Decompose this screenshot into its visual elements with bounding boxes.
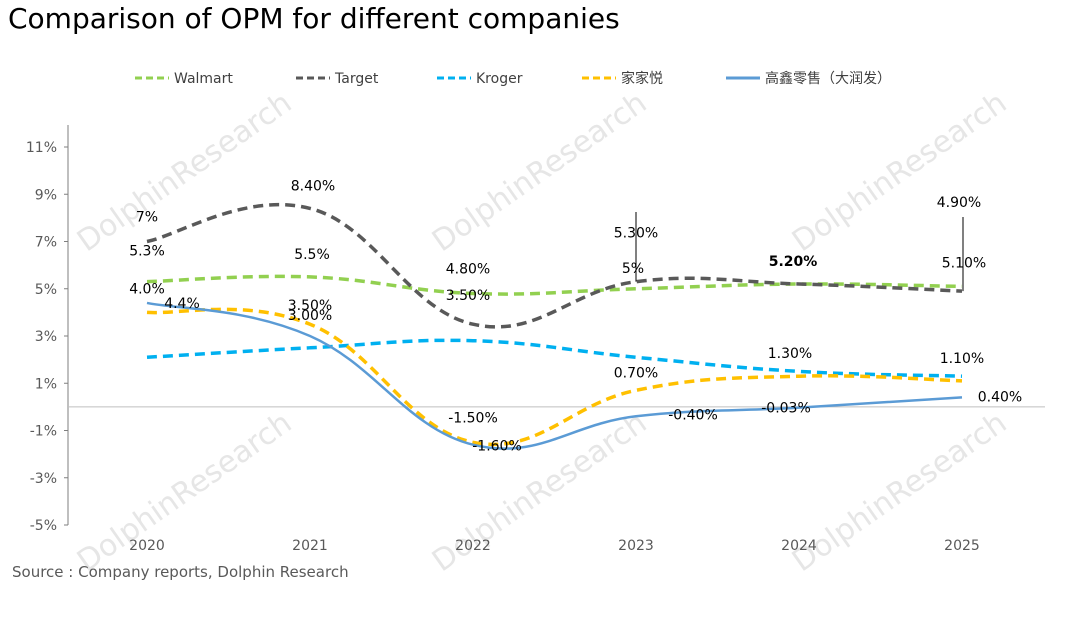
series-line-2 [146,338,963,378]
series-line-4 [146,301,963,450]
y-tick-label: 3% [35,329,57,345]
legend-label: 高鑫零售（大润发） [765,70,891,87]
legend: Walmart Target Kroger 家家悦 高鑫零售（大润发） [135,70,891,87]
data-label: 3.50% [288,298,332,314]
data-label: 5.5% [294,247,330,263]
x-tick-label: 2020 [129,538,165,554]
x-tick-label: 2024 [781,538,817,554]
data-label: 8.40% [291,178,335,194]
x-tick-label: 2022 [455,538,491,554]
legend-label: Target [334,71,379,87]
y-tick-label: 1% [35,376,57,392]
y-tick-label: -5% [30,518,57,534]
data-label: 1.30% [768,346,812,362]
watermark-layer: DolphinResearch DolphinResearch DolphinRes… [71,85,1013,579]
data-label: 4.4% [164,296,200,312]
y-tick-label: 11% [26,140,57,156]
y-tick-label: 9% [35,187,57,203]
data-label: 5% [622,261,644,277]
data-label: 1.10% [940,351,984,367]
y-tick-label: -3% [30,471,57,487]
data-label: 4.0% [129,281,165,297]
data-label: 4.90% [937,195,981,211]
x-tick-label: 2025 [944,538,980,554]
data-label: 4.80% [446,261,490,277]
chart-title: Comparison of OPM for different companie… [8,2,620,35]
y-tick-label: 5% [35,282,57,298]
data-label: -1.50% [448,410,498,426]
data-label: 5.3% [129,244,165,260]
watermark-text: DolphinResearch [71,85,298,259]
legend-label: Walmart [174,71,233,87]
data-label: 0.70% [614,365,658,381]
data-labels: 5.3% 5.5% 4.80% 5% 5.20% 5.10% 7% 8.40% 3.50% 5.3… [129,178,1022,454]
data-label: 0.40% [978,389,1022,405]
source-note: Source : Company reports, Dolphin Resear… [12,563,349,581]
data-label: 5.10% [942,255,986,271]
data-label: 3.00% [288,308,332,324]
data-label: -0.03% [761,401,811,417]
data-label: 5.20% [769,254,818,270]
y-tick-label: -1% [30,424,57,440]
data-label: 5.30% [614,226,658,242]
data-label: -1.60% [472,439,522,455]
legend-label: 家家悦 [621,70,663,87]
series-line-0 [146,274,963,296]
y-tick-label: 7% [35,235,57,251]
data-label: 7% [136,210,158,226]
data-label: 3.50% [446,288,490,304]
series-lines [146,202,964,450]
watermark-text: DolphinResearch [71,405,298,579]
x-tick-label: 2021 [292,538,328,554]
series-line-1 [146,202,963,329]
legend-label: Kroger [476,71,523,87]
watermark-text: DolphinResearch [786,85,1013,259]
chart-axes: 11% 9% 7% 5% 3% 1% -1% -3% -5% 2020 2021 2022 2023 20… [26,125,1045,554]
x-tick-label: 2023 [618,538,654,554]
data-label: -0.40% [668,407,718,423]
series-line-3 [146,307,963,447]
